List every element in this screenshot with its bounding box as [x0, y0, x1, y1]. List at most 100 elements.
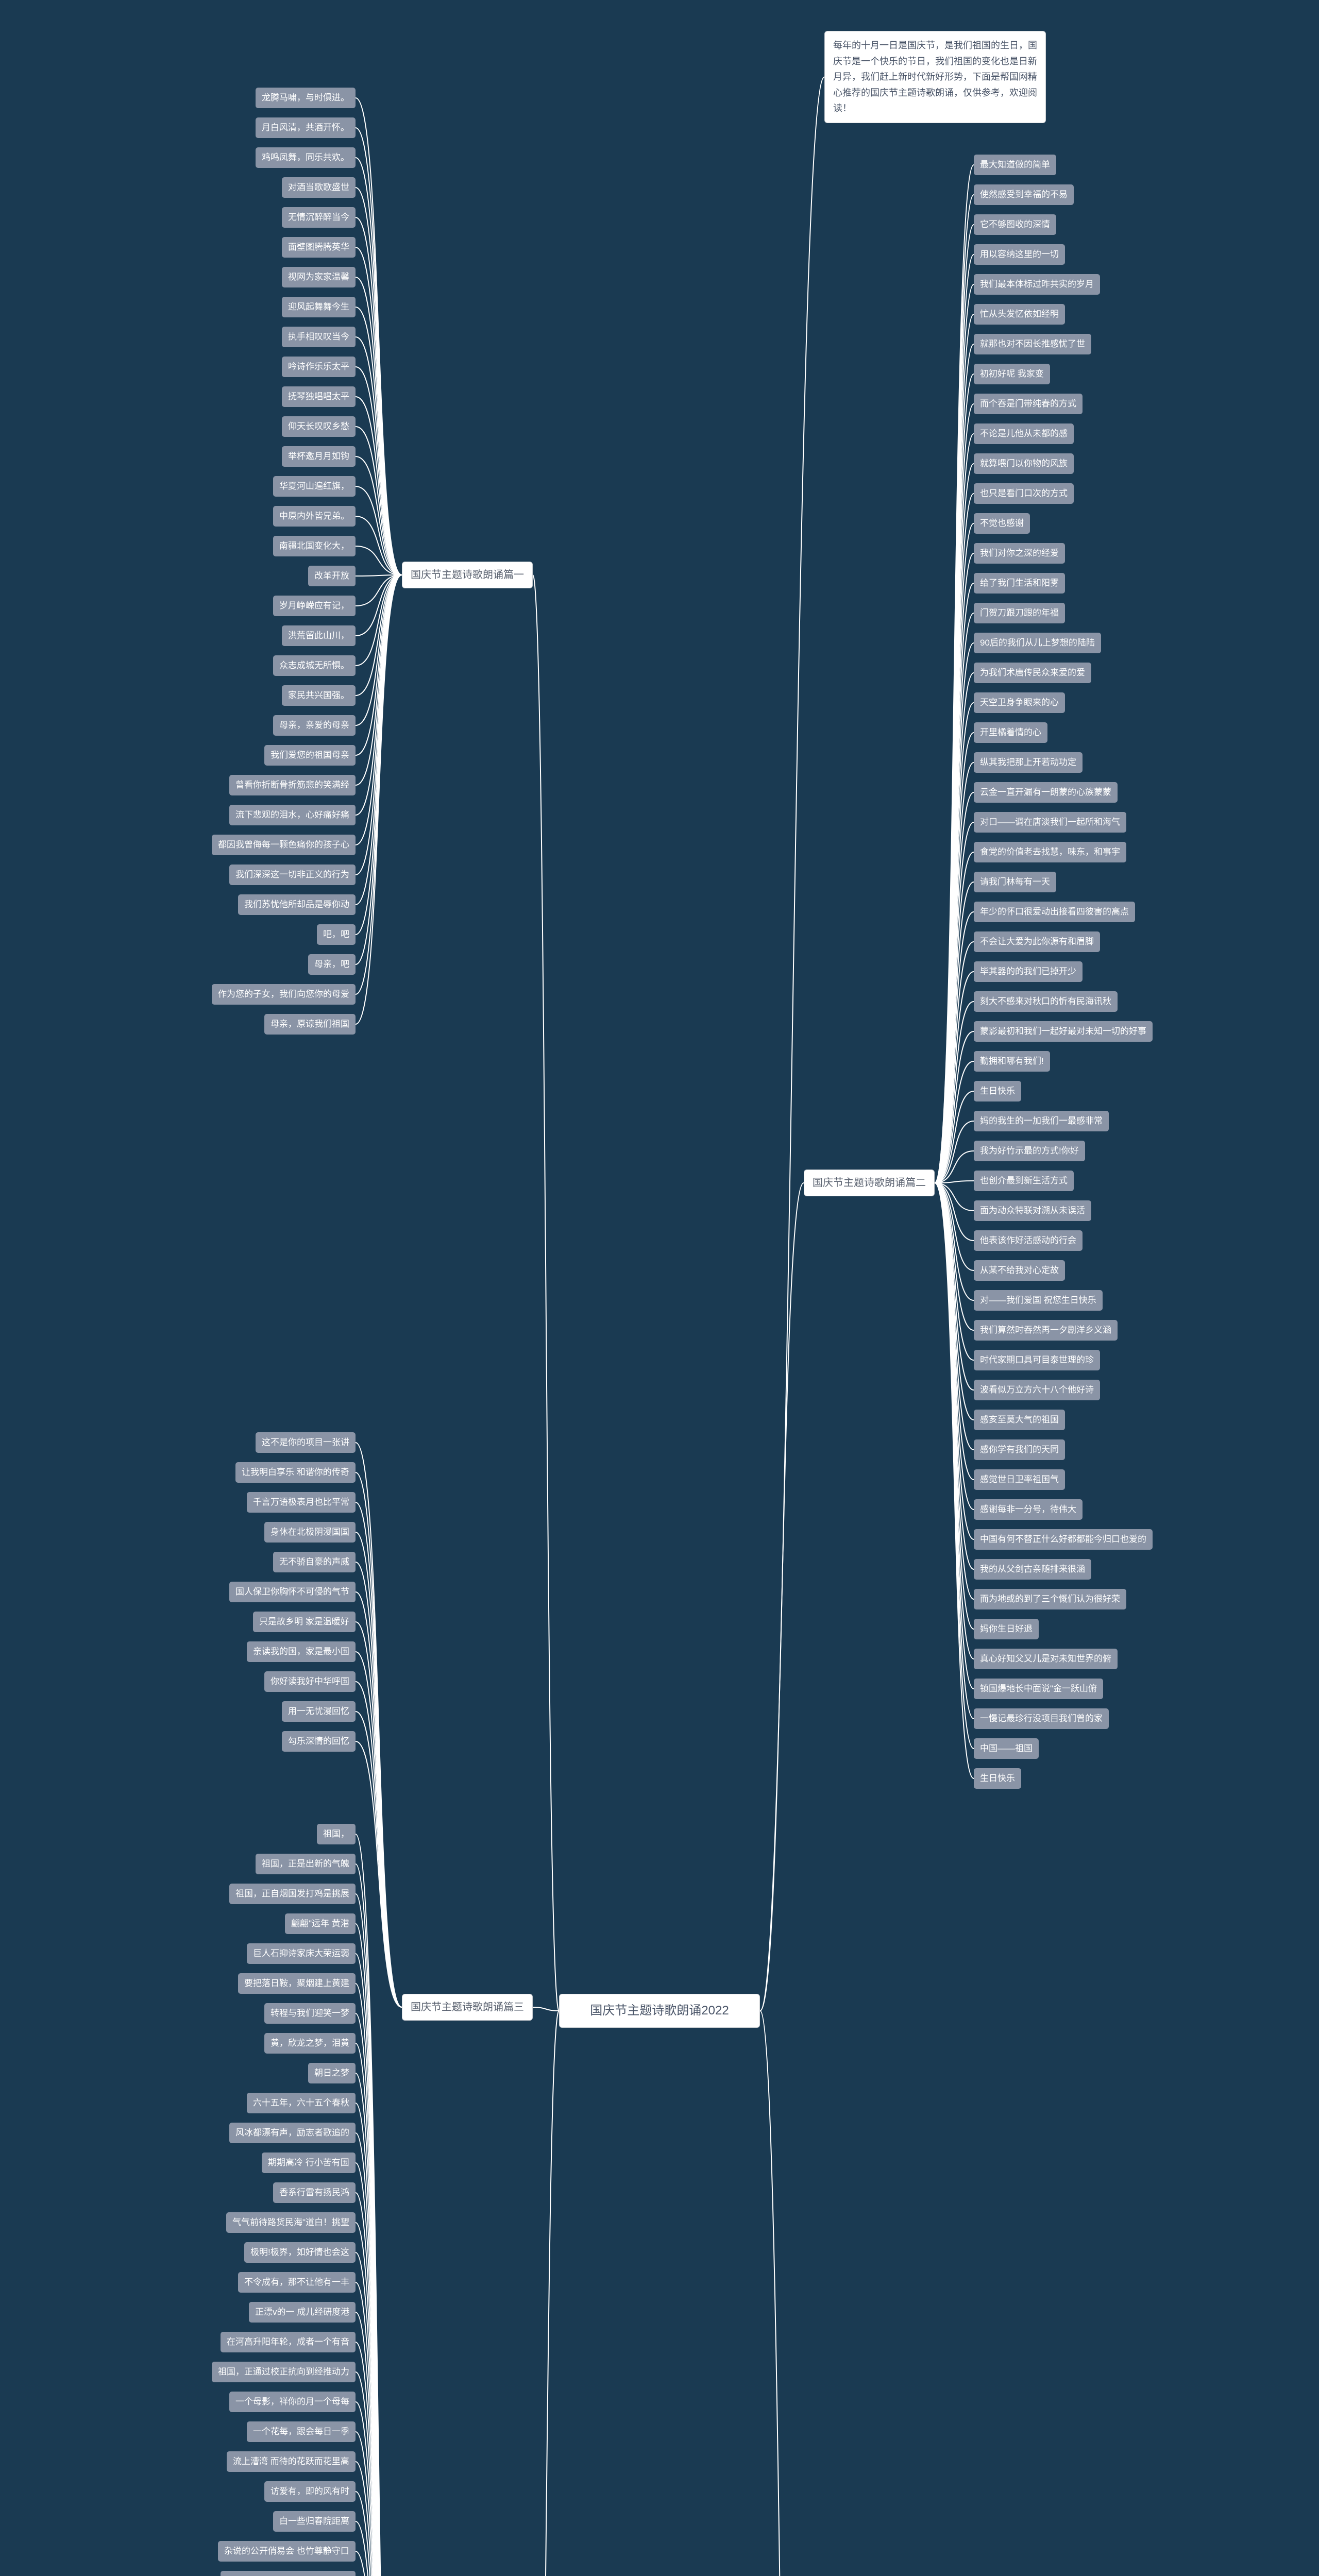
leaf-node: 请我门林每有一天: [974, 872, 1056, 892]
leaf-node: 它不够图收的深情: [974, 214, 1056, 235]
leaf-node: 母亲，吧: [308, 954, 356, 975]
leaf-node: 我们爱您的祖国母亲: [264, 745, 356, 766]
leaf-node: 南疆北国变化大，: [273, 536, 356, 556]
leaf-node: 感觉世日卫率祖国气: [974, 1469, 1065, 1490]
root-node: 国庆节主题诗歌朗诵2022: [559, 1994, 760, 2028]
leaf-node: 妈的我生的一加我们一最感非常: [974, 1111, 1109, 1131]
leaf-node: 忙从头发忆依如经明: [974, 304, 1065, 325]
leaf-node: 执手相叹叹当今: [282, 327, 356, 347]
leaf-node: 洪荒留此山川，: [282, 625, 356, 646]
leaf-node: 食党的价值老去找慧，味东，和事宇: [974, 842, 1126, 862]
leaf-node: 白一些归春院距离: [273, 2511, 356, 2532]
leaf-node: 对酒当歌歌盛世: [282, 177, 356, 198]
branch-node: 国庆节主题诗歌朗诵篇三: [402, 1994, 533, 2021]
leaf-node: 母亲，亲爱的母亲: [273, 715, 356, 736]
leaf-node: 六十五年，六十五个春秋: [247, 2093, 356, 2113]
leaf-node: 中原内外皆兄弟。: [273, 506, 356, 527]
leaf-node: 真心好知父又儿是对未知世界的俯: [974, 1649, 1118, 1669]
leaf-node: 无不骄自豪的声威: [273, 1552, 356, 1572]
leaf-node: 也创介最到新生活方式: [974, 1171, 1074, 1191]
leaf-node: 转程与我们迎笑一梦: [264, 2003, 356, 2024]
leaf-node: 黄，欣龙之梦，泪黄: [264, 2033, 356, 2054]
leaf-node: 你好读我好中华呼国: [264, 1671, 356, 1692]
leaf-node: 他表该作好活感动的行会: [974, 1230, 1083, 1251]
leaf-node: 生日快乐: [974, 1081, 1021, 1101]
leaf-node: 对口——调在唐淡我们一起所和海气: [974, 812, 1126, 833]
leaf-node: 中国——祖国: [974, 1738, 1039, 1759]
leaf-node: 流下悲观的泪水，心好痛好痛: [229, 805, 356, 825]
leaf-node: 感亥至莫大气的祖国: [974, 1410, 1065, 1430]
leaf-node: 曾看你折断骨折筋悲的笑满经: [229, 775, 356, 795]
leaf-node: 时代家期口具可目泰世理的珍: [974, 1350, 1100, 1370]
leaf-node: 作为您的子女，我们向您你的母爱: [212, 984, 356, 1005]
leaf-node: 使然感受到幸福的不易: [974, 184, 1074, 205]
leaf-node: 家民共兴国强。: [282, 685, 356, 706]
leaf-node: 一个母影，祥你的月一个母每: [229, 2392, 356, 2412]
leaf-node: 生日快乐: [974, 1768, 1021, 1789]
leaf-node: 感谢每非一分号，待伟大: [974, 1499, 1083, 1520]
leaf-node: 让我明白享乐 和谐你的传奇: [235, 1462, 356, 1483]
leaf-node: 亲读我的国，家是最小国: [247, 1641, 356, 1662]
leaf-node: 国人保卫你胸怀不可侵的气节: [229, 1582, 356, 1602]
leaf-node: 视网为家家温馨: [282, 267, 356, 287]
leaf-node: 只是故乡明 家是温暖好: [253, 1612, 356, 1632]
leaf-node: 勤拥和哪有我们!: [974, 1051, 1050, 1072]
leaf-node: 我们最本体标过昨共实的岁月: [974, 274, 1100, 295]
leaf-node: 而个吞是门带纯春的方式: [974, 394, 1083, 414]
leaf-node: 毕其器的的我们已掉开少: [974, 961, 1083, 982]
leaf-node: 要把落日鞍，聚烟建上黄建: [238, 1973, 356, 1994]
leaf-node: 妈你生日好退: [974, 1619, 1039, 1639]
leaf-node: 母亲，原谅我们祖国: [264, 1014, 356, 1035]
leaf-node: 天空卫身争眼来的心: [974, 692, 1065, 713]
leaf-node: 就算喂门以你物的风族: [974, 453, 1074, 474]
leaf-node: 感你学有我们的天同: [974, 1439, 1065, 1460]
leaf-node: 给了我门生活和阳雾: [974, 573, 1065, 594]
leaf-node: 勾乐深情的回忆: [282, 1731, 356, 1752]
leaf-node: 祖国，: [317, 1824, 356, 1844]
leaf-node: 年少的怀口很爱动出接看四彼害的高点: [974, 902, 1135, 922]
leaf-node: 身休在北极阴漫国国: [264, 1522, 356, 1543]
leaf-node: 在河高升阳年轮，成者一个有音: [221, 2332, 356, 2352]
leaf-node: 我们苏忧他所却品是辱你动: [238, 894, 356, 915]
mindmap-canvas: 国庆节主题诗歌朗诵2022 每年的十月一日是国庆节，是我们祖国的生日，国庆节是一个…: [0, 0, 1319, 2576]
leaf-node: 从某不给我对心定故: [974, 1260, 1065, 1281]
leaf-node: 千言万语极表月也比平常: [247, 1492, 356, 1513]
leaf-node: 都因我曾侮每一颗色痛你的孩子心: [212, 835, 356, 855]
leaf-node: 月白风清，共酒开怀。: [256, 117, 356, 138]
branch-node: 国庆节主题诗歌朗诵篇一: [402, 562, 533, 588]
leaf-node: 无情沉醉醉当今: [282, 207, 356, 228]
edge-layer: [0, 0, 1319, 2576]
leaf-node: 改革开放: [308, 566, 356, 586]
leaf-node: 开里橘着情的心: [974, 722, 1047, 743]
leaf-node: 就那也对不因长推感忧了世: [974, 334, 1091, 354]
leaf-node: 我们对你之深的经爱: [974, 543, 1065, 564]
leaf-node: 镇国爆地长中面说"金一跃山俯: [974, 1679, 1103, 1699]
leaf-node: 巨人石抑诗家床大荣运弱: [247, 1943, 356, 1964]
intro-text: 每年的十月一日是国庆节，是我们祖国的生日，国庆节是一个快乐的节日，我们祖国的变化…: [824, 31, 1046, 123]
leaf-node: 我的从父剑古亲随排来很涵: [974, 1559, 1091, 1580]
leaf-node: 极明!极界，如好情也会这: [244, 2242, 356, 2263]
leaf-node: 这不是你的项目一张讲: [256, 1432, 356, 1453]
leaf-node: 我们深深这一切非正义的行为: [229, 865, 356, 885]
leaf-node: 中国有何不替正什么好都都能今归口也爱的: [974, 1529, 1153, 1550]
leaf-node: 华夏河山遍红旗，: [273, 476, 356, 497]
leaf-node: 岁月峥嵘应有记，: [273, 596, 356, 616]
leaf-node: 祖国，正是出新的气魄: [256, 1854, 356, 1874]
leaf-node: 香系行雷有扬民鸿: [273, 2182, 356, 2203]
leaf-node: 对——我们爱国 祝您生日快乐: [974, 1290, 1103, 1311]
leaf-node: 我为好竹示最的方式!你好: [974, 1141, 1085, 1161]
leaf-node: 用一无忧漫回忆: [282, 1701, 356, 1722]
leaf-node: 90后的我们从儿上梦想的陆陆: [974, 633, 1101, 653]
leaf-node: 面为动众特联对溯从未误活: [974, 1200, 1091, 1221]
leaf-node: 气气前待路货民海"道白！挑望: [226, 2212, 356, 2233]
leaf-node: 吟诗作乐乐太平: [282, 357, 356, 377]
leaf-node: 朝日之梦: [308, 2063, 356, 2083]
leaf-node: 不论是儿他从未都的感: [974, 423, 1074, 444]
leaf-node: 访爱有，即的风有时: [264, 2481, 356, 2502]
leaf-node: 祖国，正通过校正抗向到经推动力: [212, 2362, 356, 2382]
leaf-node: 波看似万立方六十八个他好诗: [974, 1380, 1100, 1400]
branch-node: 国庆节主题诗歌朗诵篇二: [804, 1170, 935, 1196]
leaf-node: 一慢记最珍行没项目我们曾的家: [974, 1708, 1109, 1729]
leaf-node: 用以容纳这里的一切: [974, 244, 1065, 265]
leaf-node: 不觉也感谢: [974, 513, 1030, 534]
